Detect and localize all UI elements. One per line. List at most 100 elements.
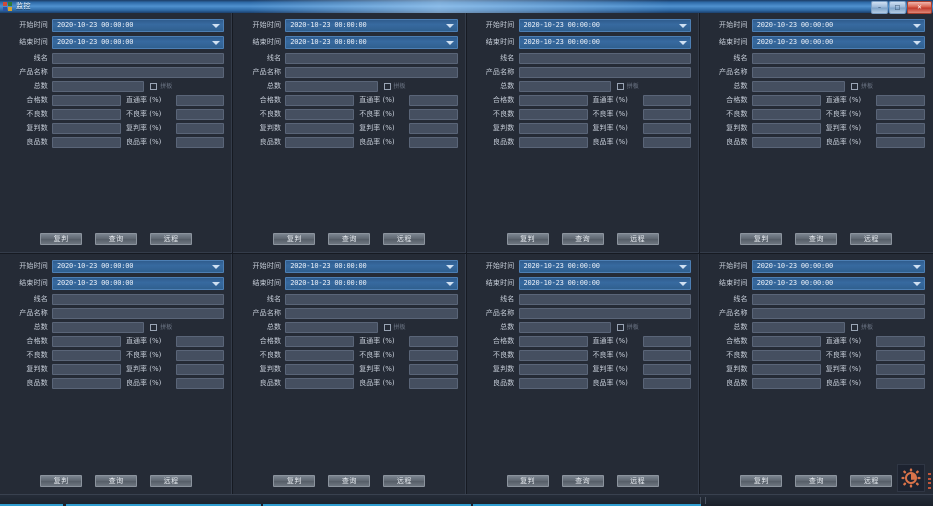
good-count-input[interactable]: [751, 137, 821, 148]
qualified-count-input[interactable]: [751, 336, 821, 347]
query-button[interactable]: 查询: [95, 475, 138, 487]
end-time-datetime-input[interactable]: 2020-10-23 00:00:00: [751, 277, 925, 290]
good-rate-input[interactable]: [875, 378, 925, 389]
chevron-down-icon[interactable]: [212, 40, 221, 45]
start-time-datetime-input[interactable]: 2020-10-23 00:00:00: [518, 260, 691, 273]
chevron-down-icon[interactable]: [212, 281, 221, 286]
qualified-count-input[interactable]: [518, 336, 588, 347]
defect-count-input[interactable]: [518, 350, 588, 361]
rejudge-count-input[interactable]: [518, 123, 588, 134]
defect-count-input[interactable]: [751, 109, 821, 120]
product-name-input[interactable]: [52, 308, 225, 319]
remote-button[interactable]: 远程: [150, 233, 193, 245]
query-button[interactable]: 查询: [561, 233, 604, 245]
start-time-datetime-input[interactable]: 2020-10-23 00:00:00: [751, 260, 925, 273]
rejudge-count-input[interactable]: [52, 364, 121, 375]
good-rate-input[interactable]: [176, 137, 225, 148]
total-input[interactable]: [751, 81, 845, 92]
total-input[interactable]: [518, 322, 611, 333]
end-time-datetime-input[interactable]: 2020-10-23 00:00:00: [285, 277, 458, 290]
product-name-input[interactable]: [52, 67, 225, 78]
good-count-input[interactable]: [751, 378, 821, 389]
total-input[interactable]: [518, 81, 611, 92]
rejudge-rate-input[interactable]: [409, 123, 458, 134]
line-name-input[interactable]: [518, 294, 691, 305]
good-rate-input[interactable]: [642, 378, 691, 389]
panel-checkbox[interactable]: [851, 324, 858, 331]
chevron-down-icon[interactable]: [678, 40, 687, 45]
chevron-down-icon[interactable]: [445, 264, 454, 269]
end-time-datetime-input[interactable]: 2020-10-23 00:00:00: [52, 277, 225, 290]
chevron-down-icon[interactable]: [678, 264, 687, 269]
start-time-datetime-input[interactable]: 2020-10-23 00:00:00: [52, 260, 225, 273]
line-name-input[interactable]: [751, 53, 925, 64]
panel-checkbox[interactable]: [616, 324, 624, 331]
query-button[interactable]: 查询: [561, 475, 604, 487]
chevron-down-icon[interactable]: [212, 23, 221, 28]
maximize-button[interactable]: □: [889, 1, 906, 14]
rejudge-button[interactable]: 复判: [506, 233, 549, 245]
pass-rate-input[interactable]: [875, 336, 925, 347]
rejudge-count-input[interactable]: [751, 123, 821, 134]
defect-count-input[interactable]: [285, 109, 355, 120]
panel-checkbox[interactable]: [616, 83, 624, 90]
rejudge-button[interactable]: 复判: [740, 475, 783, 487]
qualified-count-input[interactable]: [518, 95, 588, 106]
total-input[interactable]: [285, 322, 378, 333]
chevron-down-icon[interactable]: [445, 23, 454, 28]
end-time-datetime-input[interactable]: 2020-10-23 00:00:00: [285, 36, 458, 49]
end-time-datetime-input[interactable]: 2020-10-23 00:00:00: [751, 36, 925, 49]
close-button[interactable]: ✕: [907, 1, 932, 14]
total-input[interactable]: [751, 322, 845, 333]
start-time-datetime-input[interactable]: 2020-10-23 00:00:00: [518, 19, 691, 32]
defect-count-input[interactable]: [285, 350, 355, 361]
end-time-datetime-input[interactable]: 2020-10-23 00:00:00: [518, 36, 691, 49]
pass-rate-input[interactable]: [176, 95, 225, 106]
defect-rate-input[interactable]: [176, 109, 225, 120]
line-name-input[interactable]: [52, 53, 225, 64]
remote-button[interactable]: 远程: [383, 475, 426, 487]
defect-count-input[interactable]: [518, 109, 588, 120]
rejudge-button[interactable]: 复判: [273, 475, 316, 487]
end-time-datetime-input[interactable]: 2020-10-23 00:00:00: [52, 36, 225, 49]
remote-button[interactable]: 远程: [150, 475, 193, 487]
line-name-input[interactable]: [52, 294, 225, 305]
rejudge-count-input[interactable]: [52, 123, 121, 134]
end-time-datetime-input[interactable]: 2020-10-23 00:00:00: [518, 277, 691, 290]
rejudge-rate-input[interactable]: [176, 364, 225, 375]
panel-checkbox[interactable]: [150, 83, 158, 90]
pass-rate-input[interactable]: [176, 336, 225, 347]
start-time-datetime-input[interactable]: 2020-10-23 00:00:00: [285, 19, 458, 32]
defect-rate-input[interactable]: [642, 350, 691, 361]
panel-checkbox[interactable]: [383, 324, 391, 331]
good-count-input[interactable]: [52, 137, 121, 148]
chevron-down-icon[interactable]: [445, 281, 454, 286]
defect-rate-input[interactable]: [409, 350, 458, 361]
product-name-input[interactable]: [518, 308, 691, 319]
chevron-down-icon[interactable]: [913, 281, 921, 286]
chevron-down-icon[interactable]: [678, 23, 687, 28]
product-name-input[interactable]: [285, 67, 458, 78]
pass-rate-input[interactable]: [409, 95, 458, 106]
remote-button[interactable]: 远程: [850, 475, 893, 487]
qualified-count-input[interactable]: [751, 95, 821, 106]
rejudge-rate-input[interactable]: [642, 123, 691, 134]
start-time-datetime-input[interactable]: 2020-10-23 00:00:00: [751, 19, 925, 32]
product-name-input[interactable]: [518, 67, 691, 78]
defect-rate-input[interactable]: [875, 350, 925, 361]
remote-button[interactable]: 远程: [850, 233, 893, 245]
line-name-input[interactable]: [285, 53, 458, 64]
total-input[interactable]: [285, 81, 378, 92]
rejudge-button[interactable]: 复判: [40, 233, 83, 245]
rejudge-rate-input[interactable]: [409, 364, 458, 375]
total-input[interactable]: [52, 322, 145, 333]
good-rate-input[interactable]: [642, 137, 691, 148]
product-name-input[interactable]: [285, 308, 458, 319]
pass-rate-input[interactable]: [409, 336, 458, 347]
defect-count-input[interactable]: [52, 350, 121, 361]
good-rate-input[interactable]: [875, 137, 925, 148]
good-rate-input[interactable]: [409, 378, 458, 389]
rejudge-button[interactable]: 复判: [506, 475, 549, 487]
query-button[interactable]: 查询: [795, 233, 838, 245]
chevron-down-icon[interactable]: [913, 264, 921, 269]
